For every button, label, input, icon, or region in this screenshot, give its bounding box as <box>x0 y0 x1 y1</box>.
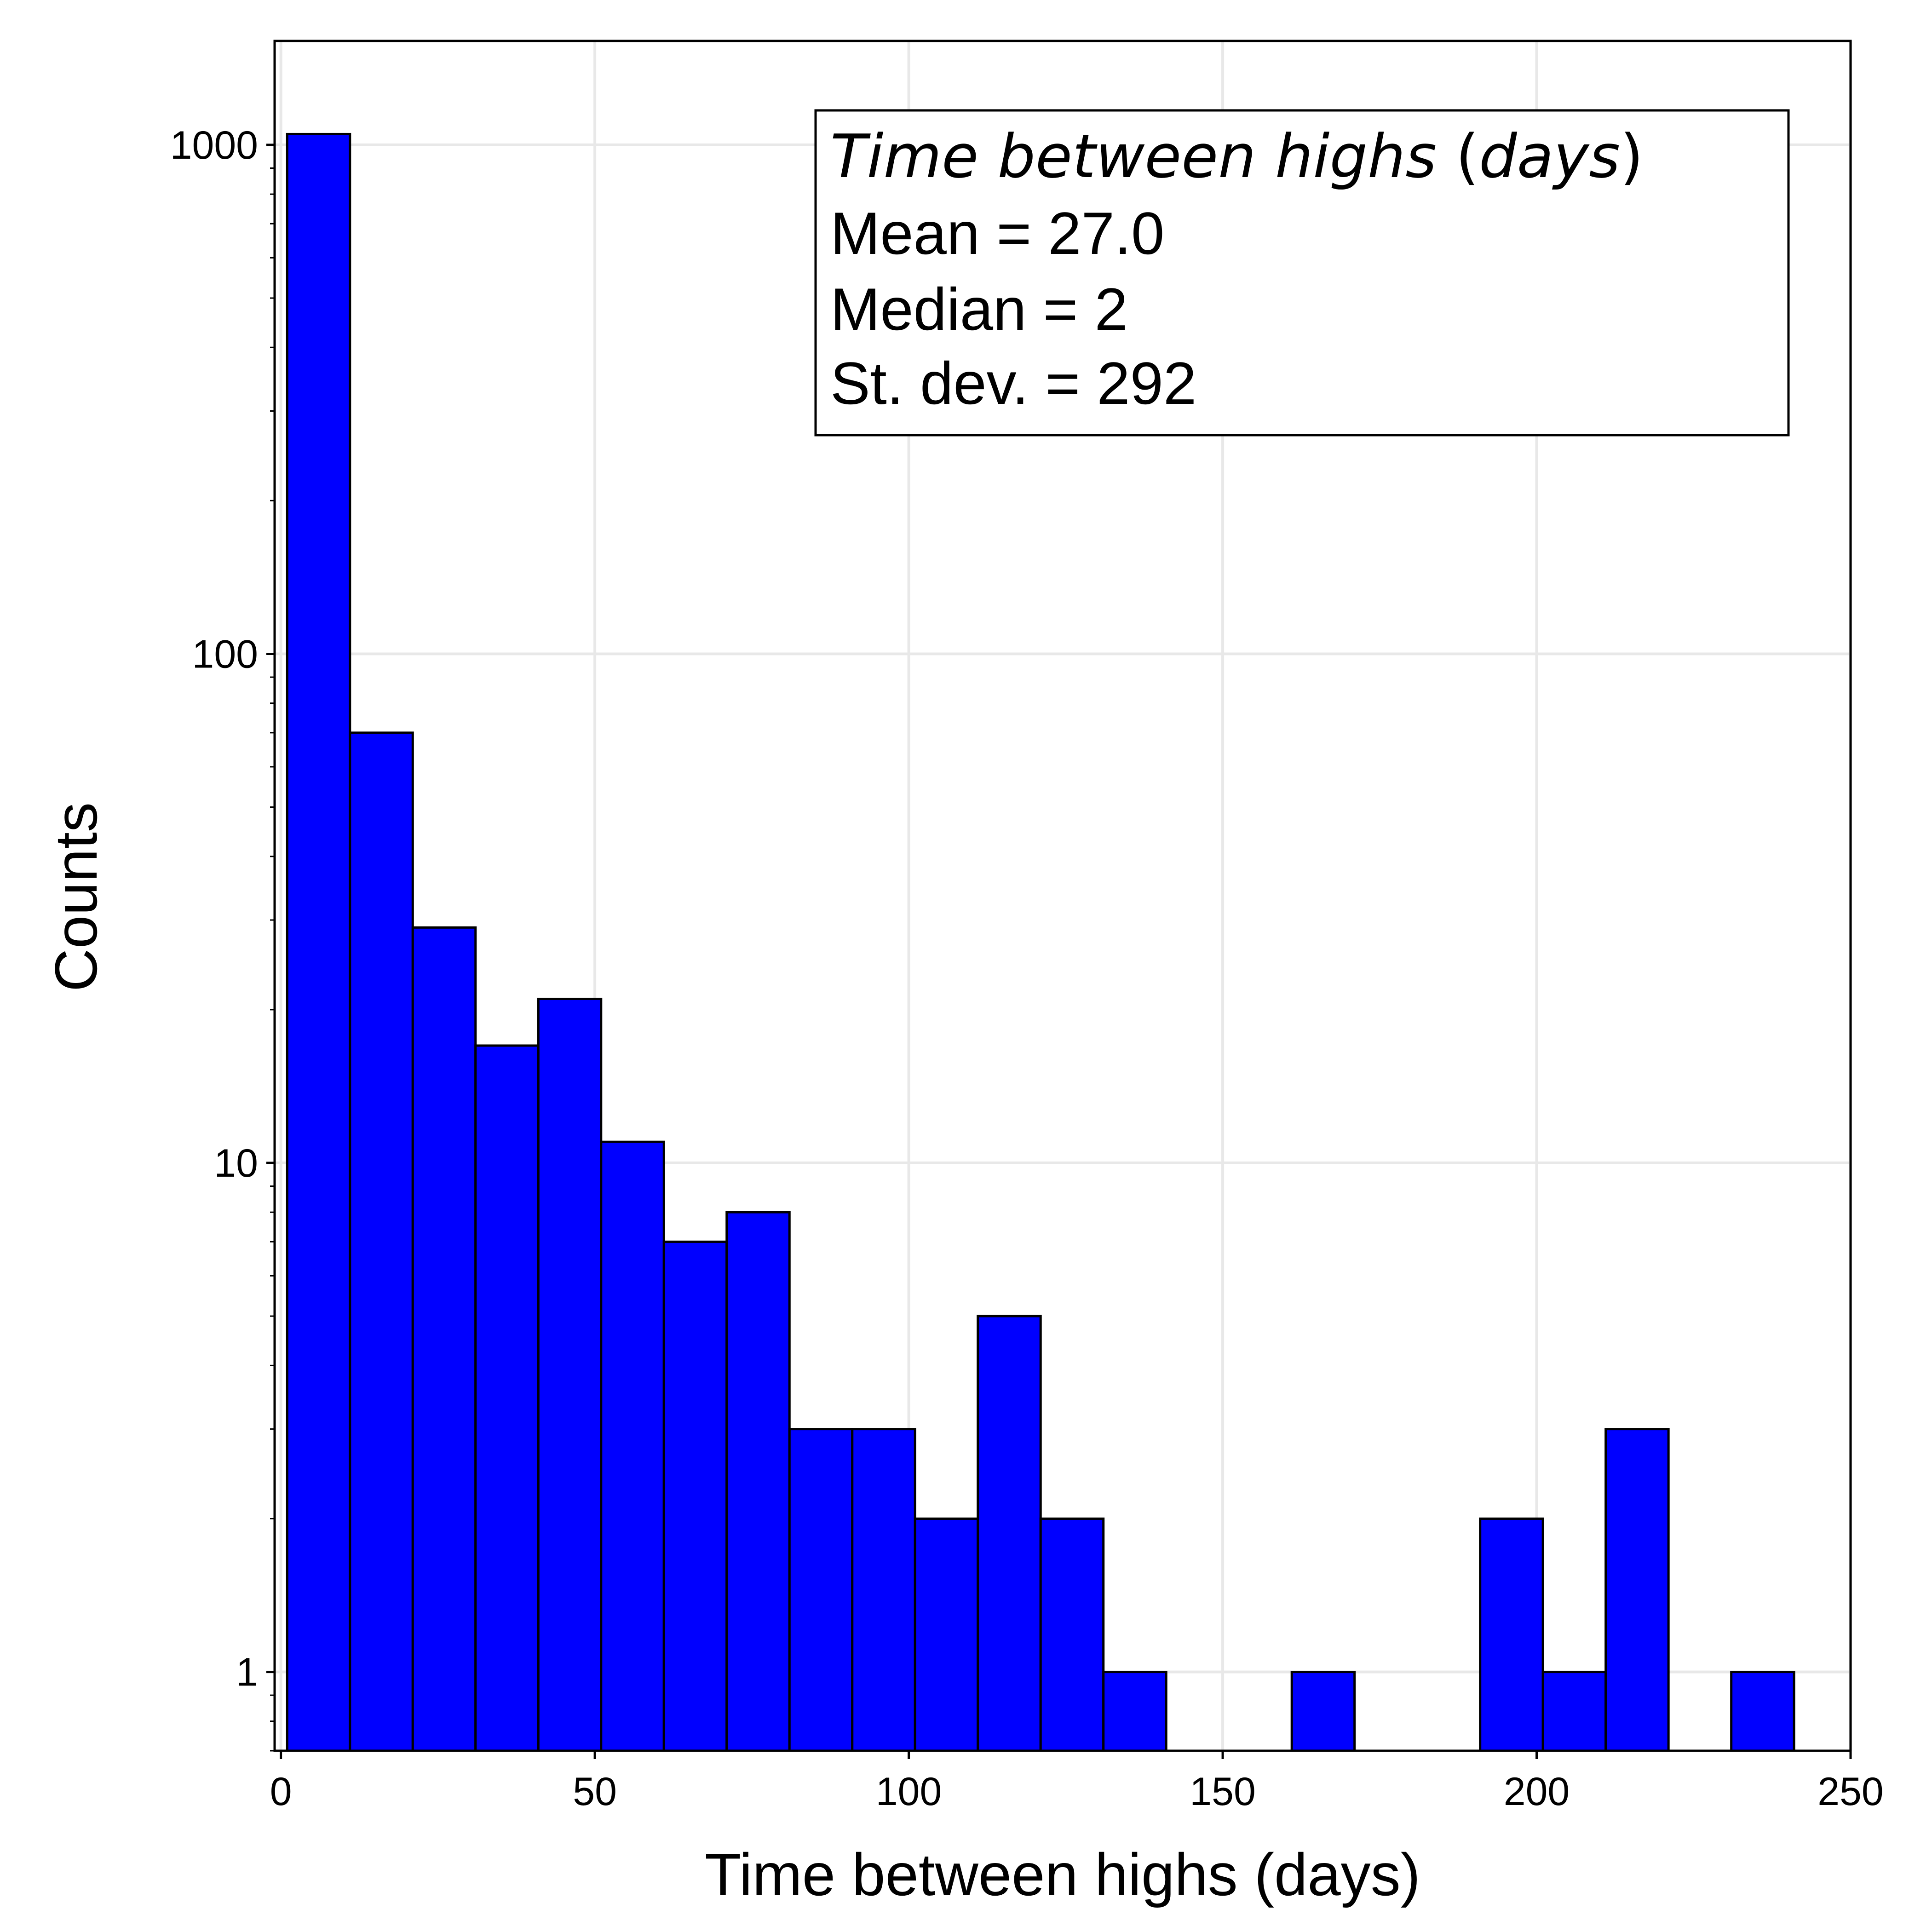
y-axis-title: Counts <box>42 802 109 992</box>
plot-frame <box>273 40 1852 1752</box>
y-tick-label-0: 1 <box>236 1650 258 1695</box>
bar-17 <box>1604 1428 1670 1752</box>
x-tick-label-5: 250 <box>1817 1770 1884 1814</box>
bar-14 <box>1290 1671 1356 1752</box>
bar-1 <box>349 731 414 1752</box>
bar-9 <box>851 1428 916 1752</box>
bar-15 <box>1479 1517 1544 1752</box>
bar-10 <box>914 1517 979 1752</box>
stats-title-paren-open: ( <box>1437 121 1479 191</box>
bar-13 <box>1102 1671 1167 1752</box>
stats-median: Median = 2 <box>830 276 1128 343</box>
x-tick-label-2: 100 <box>876 1770 942 1814</box>
stats-mean: Mean = 27.0 <box>830 200 1164 267</box>
bar-6 <box>662 1240 728 1752</box>
y-tick-label-1: 10 <box>214 1141 258 1185</box>
bars-group <box>286 132 1795 1752</box>
bar-5 <box>600 1140 665 1752</box>
bar-3 <box>474 1044 540 1752</box>
stats-title-main: Time between highs <box>830 121 1437 191</box>
y-tick-label-2: 100 <box>192 632 259 676</box>
bar-2 <box>411 926 477 1752</box>
bar-12 <box>1039 1517 1105 1752</box>
bar-11 <box>977 1315 1042 1752</box>
y-tick-label-3: 1000 <box>170 123 258 167</box>
bar-16 <box>1541 1671 1607 1752</box>
ticks-group: 0 50 100 150 200 250 1 10 100 1000 <box>170 123 1884 1814</box>
bar-7 <box>725 1211 791 1752</box>
x-tick-label-4: 200 <box>1504 1770 1570 1814</box>
x-tick-label-3: 150 <box>1190 1770 1256 1814</box>
x-tick-label-0: 0 <box>270 1770 292 1814</box>
bar-8 <box>788 1428 854 1752</box>
x-tick-label-1: 50 <box>573 1770 617 1814</box>
stats-title-unit: days <box>1479 121 1620 191</box>
stats-title-paren-close: ) <box>1620 121 1644 191</box>
stats-std: St. dev. = 292 <box>830 350 1196 417</box>
bar-18 <box>1730 1671 1795 1752</box>
bar-4 <box>537 997 603 1752</box>
stats-annotation: Time between highs (days) Mean = 27.0 Me… <box>814 109 1790 437</box>
x-axis-title: Time between highs (days) <box>705 1841 1420 1908</box>
stats-annotation-title: Time between highs (days) <box>830 121 1644 191</box>
bar-0 <box>286 132 351 1752</box>
stats-annotation-box <box>814 109 1790 437</box>
